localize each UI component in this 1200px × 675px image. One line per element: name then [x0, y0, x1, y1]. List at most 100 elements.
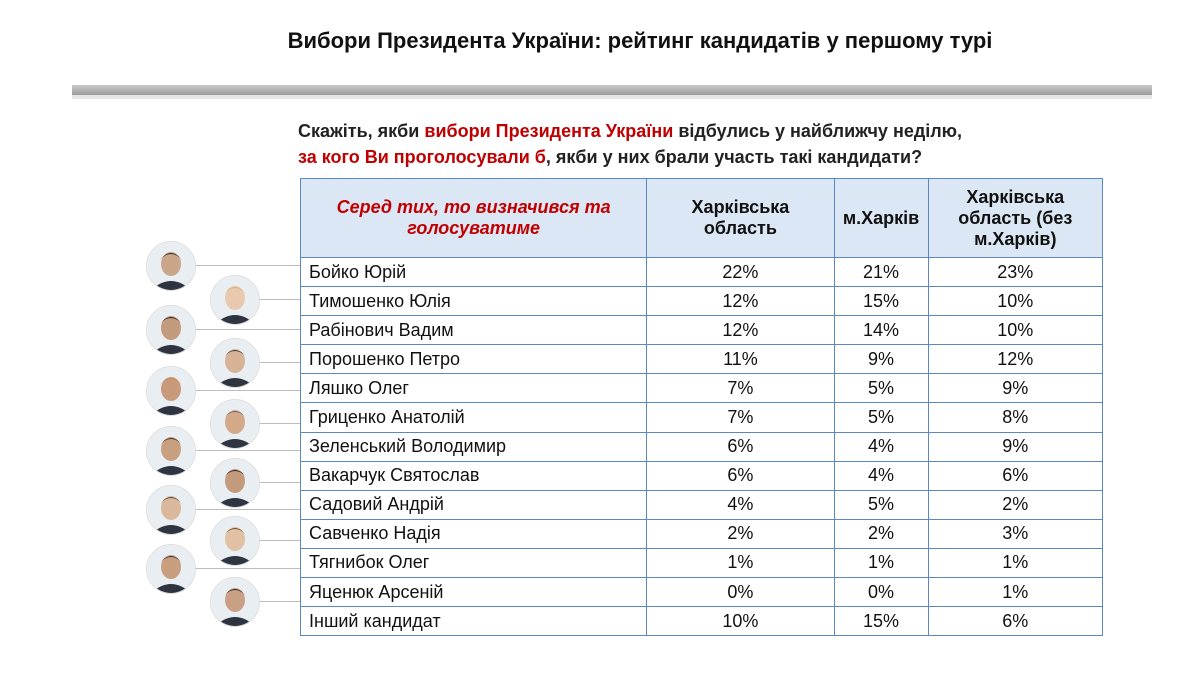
candidate-name: Тягнибок Олег — [299, 547, 648, 579]
photo-connector-line — [194, 509, 300, 510]
value-region: 12% — [646, 315, 835, 346]
value-region: 4% — [646, 489, 835, 520]
candidate-photo-icon — [210, 516, 260, 566]
value-region: 11% — [646, 344, 835, 375]
value-city: 4% — [833, 431, 929, 462]
table-row: Савченко Надія 2% 2% 3% — [299, 518, 1104, 549]
photo-connector-line — [258, 423, 300, 424]
candidate-photo-icon — [210, 399, 260, 449]
candidate-name: Гриценко Анатолій — [299, 402, 648, 433]
candidate-name: Вакарчук Святослав — [299, 460, 648, 491]
photo-connector-line — [258, 601, 300, 602]
photo-connector-line — [194, 329, 300, 330]
poll-table: Серед тих, то визначився та голосуватиме… — [299, 178, 1104, 637]
value-city: 15% — [833, 606, 929, 637]
table-row: Тягнибок Олег 1% 1% 1% — [299, 547, 1104, 579]
value-city: 5% — [833, 489, 929, 520]
value-city: 5% — [833, 402, 929, 433]
candidate-photo-icon — [146, 241, 196, 291]
value-region-excl-city: 12% — [927, 344, 1104, 375]
candidate-photo-icon — [210, 458, 260, 508]
value-city: 14% — [833, 315, 929, 346]
table-row: Рабінович Вадим 12% 14% 10% — [299, 315, 1104, 346]
value-region-excl-city: 6% — [927, 460, 1104, 491]
table-header-row: Серед тих, то визначився та голосуватиме… — [299, 178, 1104, 258]
value-region-excl-city: 10% — [927, 315, 1104, 346]
candidate-photo-icon — [210, 338, 260, 388]
header-city: м.Харків — [833, 178, 929, 258]
value-city: 9% — [833, 344, 929, 375]
photo-connector-line — [194, 390, 300, 391]
value-region-excl-city: 10% — [927, 286, 1104, 317]
value-region-excl-city: 1% — [927, 577, 1104, 608]
photo-connector-line — [194, 265, 300, 266]
value-region-excl-city: 9% — [927, 373, 1104, 404]
value-city: 0% — [833, 577, 929, 608]
value-region: 7% — [646, 402, 835, 433]
table-row: Порошенко Петро 11% 9% 12% — [299, 344, 1104, 375]
candidate-name: Садовий Андрій — [299, 489, 648, 520]
value-city: 21% — [833, 256, 929, 288]
question-highlight-2: за кого Ви проголосували б — [298, 147, 546, 167]
page-title: Вибори Президента України: рейтинг канди… — [287, 28, 993, 53]
table-row: Інший кандидат 10% 15% 6% — [299, 606, 1104, 637]
table-row: Вакарчук Святослав 6% 4% 6% — [299, 460, 1104, 491]
candidate-name: Савченко Надія — [299, 518, 648, 549]
photo-connector-line — [258, 299, 300, 300]
photo-connector-line — [258, 482, 300, 483]
value-region: 6% — [646, 431, 835, 462]
candidate-name: Тимошенко Юлія — [299, 286, 648, 317]
value-region: 10% — [646, 606, 835, 637]
value-city: 1% — [833, 547, 929, 579]
candidate-photo-icon — [210, 275, 260, 325]
candidate-photo-icon — [146, 485, 196, 535]
photo-connector-line — [258, 362, 300, 363]
value-region-excl-city: 2% — [927, 489, 1104, 520]
candidate-name: Рабінович Вадим — [299, 315, 648, 346]
question-text-3: , якби у них брали участь такі кандидати… — [545, 147, 923, 167]
value-region-excl-city: 23% — [927, 256, 1104, 288]
candidate-name: Ляшко Олег — [299, 373, 648, 404]
value-region: 1% — [646, 547, 835, 579]
value-region-excl-city: 3% — [927, 518, 1104, 549]
candidate-name: Зеленський Володимир — [299, 431, 648, 462]
photo-connector-line — [194, 568, 300, 569]
header-intro: Серед тих, то визначився та голосуватиме — [299, 178, 648, 258]
value-region: 22% — [646, 256, 835, 288]
value-region: 7% — [646, 373, 835, 404]
value-region: 12% — [646, 286, 835, 317]
candidate-name: Порошенко Петро — [299, 344, 648, 375]
table-row: Гриценко Анатолій 7% 5% 8% — [299, 402, 1104, 433]
candidate-name: Інший кандидат — [299, 606, 648, 637]
value-city: 2% — [833, 518, 929, 549]
value-region-excl-city: 6% — [927, 606, 1104, 637]
question-text-2: відбулись у найближчу неділю, — [673, 121, 963, 141]
question-text-1: Скажіть, якби — [298, 121, 425, 141]
value-region-excl-city: 1% — [927, 547, 1104, 579]
question-highlight-1: вибори Президента України — [424, 121, 674, 141]
candidate-name: Бойко Юрій — [299, 256, 648, 288]
candidate-photos — [0, 0, 300, 675]
value-city: 4% — [833, 460, 929, 491]
table-row: Зеленський Володимир 6% 4% 9% — [299, 431, 1104, 462]
candidate-name: Яценюк Арсеній — [299, 577, 648, 608]
table-row: Бойко Юрій 22% 21% 23% — [299, 256, 1104, 288]
value-region: 2% — [646, 518, 835, 549]
value-region-excl-city: 9% — [927, 431, 1104, 462]
photo-connector-line — [258, 540, 300, 541]
header-region: Харківська область — [646, 178, 835, 258]
value-city: 5% — [833, 373, 929, 404]
candidate-photo-icon — [146, 544, 196, 594]
candidate-photo-icon — [146, 426, 196, 476]
survey-question: Скажіть, якби вибори Президента України … — [298, 118, 1118, 170]
value-city: 15% — [833, 286, 929, 317]
header-region-excl-city: Харківська область (без м.Харків) — [927, 178, 1104, 258]
table-row: Ляшко Олег 7% 5% 9% — [299, 373, 1104, 404]
photo-connector-line — [194, 450, 300, 451]
candidate-photo-icon — [210, 577, 260, 627]
candidate-photo-icon — [146, 366, 196, 416]
table-row: Садовий Андрій 4% 5% 2% — [299, 489, 1104, 520]
table-row: Тимошенко Юлія 12% 15% 10% — [299, 286, 1104, 317]
table-row: Яценюк Арсеній 0% 0% 1% — [299, 577, 1104, 608]
value-region: 0% — [646, 577, 835, 608]
